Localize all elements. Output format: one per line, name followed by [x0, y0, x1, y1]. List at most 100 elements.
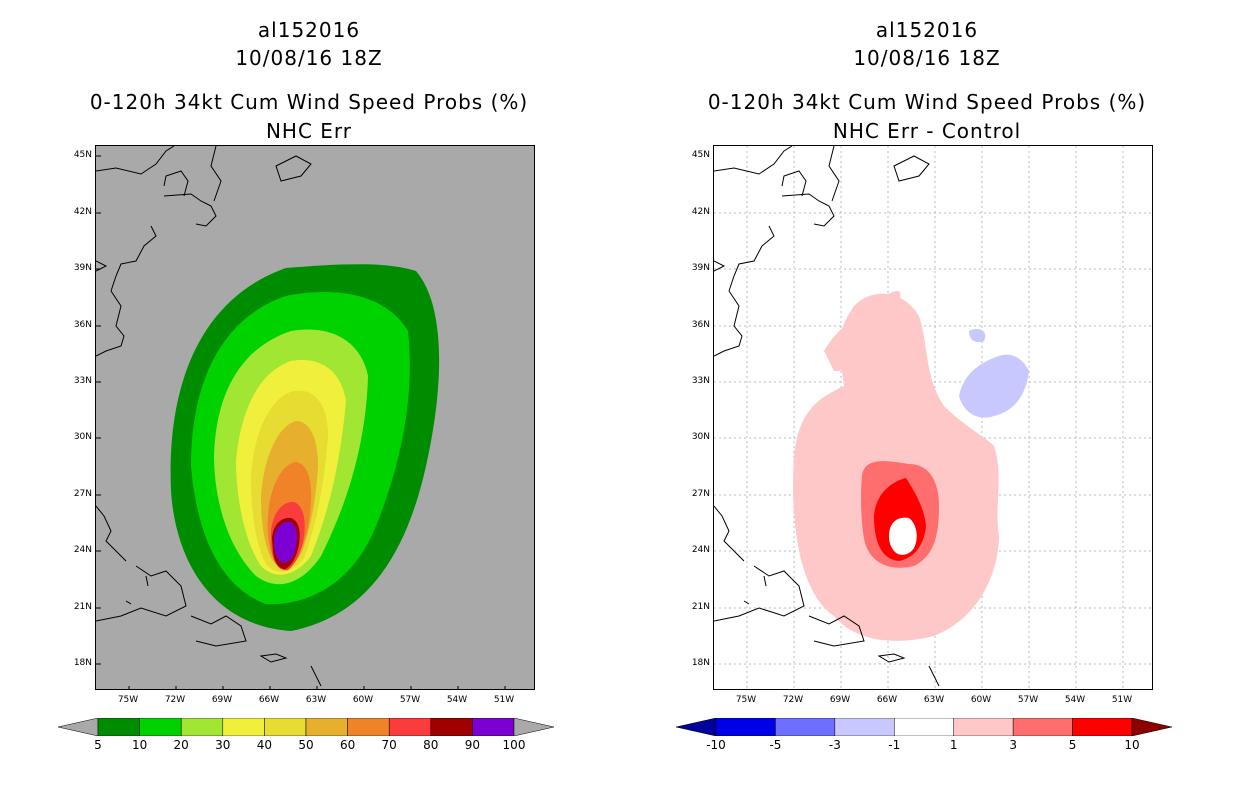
left-colorbar-label: 10	[131, 738, 148, 752]
right-colorbar-label: 1	[949, 738, 958, 752]
right-lat-label: 33N	[691, 376, 710, 386]
left-lat-label: 18N	[73, 658, 92, 668]
left-lat-label: 42N	[73, 207, 92, 217]
right-lat-label: 39N	[691, 263, 710, 273]
left-lat-label: 36N	[73, 320, 92, 330]
left-storm-id: al152016	[257, 18, 361, 42]
right-lon-label: 75W	[735, 695, 757, 705]
right-colorbar-over	[1131, 718, 1172, 736]
right-colorbar-label: 5	[1068, 738, 1077, 752]
left-colorbar-swatch	[430, 718, 473, 736]
right-colorbar-label: -10	[706, 738, 726, 752]
left-lat-label: 21N	[73, 602, 92, 612]
left-colorbar-swatch	[97, 718, 140, 736]
right-colorbar-swatch	[953, 718, 1014, 736]
left-lat-label: 27N	[73, 489, 92, 499]
coastlines	[714, 146, 940, 687]
left-lon-label: 66W	[258, 695, 280, 705]
left-lon-label: 75W	[117, 695, 139, 705]
left-colorbar-swatch	[264, 718, 307, 736]
right-lon-label: 66W	[876, 695, 898, 705]
right-lat-label: 27N	[691, 489, 710, 499]
left-lat-label: 45N	[73, 150, 92, 160]
left-subtitle: NHC Err	[265, 119, 353, 143]
left-lon-label: 60W	[352, 695, 374, 705]
right-lat-label: 18N	[691, 658, 710, 668]
left-colorbar-label: 20	[173, 738, 189, 752]
right-colorbar	[676, 718, 1172, 736]
left-lon-label: 69W	[211, 695, 233, 705]
right-colorbar-swatch	[715, 718, 776, 736]
left-lat-label: 39N	[73, 263, 92, 273]
diff-contour-pos-1c	[884, 291, 901, 301]
left-datetime: 10/08/16 18Z	[235, 46, 383, 70]
left-colorbar-label: 90	[464, 738, 481, 752]
right-lon-label: 69W	[829, 695, 851, 705]
left-map	[95, 145, 535, 690]
right-storm-id: al152016	[875, 18, 979, 42]
right-lat-label: 24N	[691, 545, 710, 555]
left-lon-label: 72W	[164, 695, 186, 705]
left-colorbar-label: 70	[381, 738, 397, 752]
right-colorbar-under	[676, 718, 717, 736]
right-lon-label: 51W	[1111, 695, 1133, 705]
left-product-title: 0-120h 34kt Cum Wind Speed Probs (%)	[89, 90, 529, 114]
right-lon-label: 54W	[1064, 695, 1086, 705]
left-colorbar-label: 80	[423, 738, 439, 752]
left-lat-label: 33N	[73, 376, 92, 386]
left-colorbar-under	[58, 718, 99, 736]
left-lat-label: 30N	[73, 432, 92, 442]
right-subtitle: NHC Err - Control	[832, 119, 1022, 143]
right-lat-label: 36N	[691, 320, 710, 330]
right-lat-label: 21N	[691, 602, 710, 612]
left-colorbar-swatch	[388, 718, 432, 736]
prob-contour-90	[274, 521, 297, 563]
left-colorbar-swatch	[180, 718, 224, 736]
coastlines	[96, 146, 322, 687]
diff-contour-zero	[889, 517, 917, 555]
left-colorbar-label: 50	[298, 738, 314, 752]
diff-contour-pos-1b	[824, 315, 889, 371]
left-colorbar-label: 30	[215, 738, 231, 752]
left-panel: al152016 10/08/16 18Z 0-120h 34kt Cum Wi…	[58, 18, 554, 752]
right-lon-label: 72W	[782, 695, 804, 705]
right-colorbar-swatch	[894, 718, 954, 736]
right-lat-label: 30N	[691, 432, 710, 442]
left-colorbar-label: 100	[502, 738, 526, 752]
right-colorbar-label: -3	[828, 738, 841, 752]
right-panel: al152016 10/08/16 18Z 0-120h 34kt Cum Wi…	[618, 0, 1236, 800]
right-colorbar-swatch	[1072, 718, 1133, 736]
left-lon-label: 63W	[305, 695, 327, 705]
left-colorbar-swatch	[139, 718, 182, 736]
left-colorbar-swatch	[222, 718, 265, 736]
right-colorbar-swatch	[1012, 718, 1073, 736]
left-lon-label: 51W	[493, 695, 515, 705]
left-lon-label: 57W	[399, 695, 421, 705]
left-colorbar-swatch	[472, 718, 515, 736]
right-colorbar-label: 3	[1009, 738, 1017, 752]
right-lon-label: 63W	[923, 695, 945, 705]
left-lon-label: 54W	[446, 695, 468, 705]
right-datetime: 10/08/16 18Z	[853, 46, 1001, 70]
right-lon-label: 57W	[1017, 695, 1039, 705]
right-colorbar-label: -1	[888, 738, 901, 752]
left-colorbar-swatch	[347, 718, 390, 736]
right-colorbar-swatch	[775, 718, 836, 736]
left-colorbar-label: 60	[339, 738, 356, 752]
right-lon-label: 60W	[970, 695, 992, 705]
right-lat-label: 45N	[691, 150, 710, 160]
right-colorbar-swatch	[834, 718, 895, 736]
left-colorbar	[58, 718, 554, 736]
right-colorbar-label: -5	[769, 738, 782, 752]
right-lat-label: 42N	[691, 207, 710, 217]
left-colorbar-label: 5	[94, 738, 102, 752]
left-colorbar-over	[513, 718, 554, 736]
left-colorbar-swatch	[305, 718, 348, 736]
diff-contour-neg-1b	[969, 329, 986, 343]
diff-contour-neg-1	[959, 354, 1029, 418]
left-colorbar-label: 40	[256, 738, 273, 752]
right-map	[713, 145, 1153, 690]
right-product-title: 0-120h 34kt Cum Wind Speed Probs (%)	[707, 90, 1147, 114]
right-colorbar-label: 10	[1124, 738, 1140, 752]
left-lat-label: 24N	[73, 545, 92, 555]
